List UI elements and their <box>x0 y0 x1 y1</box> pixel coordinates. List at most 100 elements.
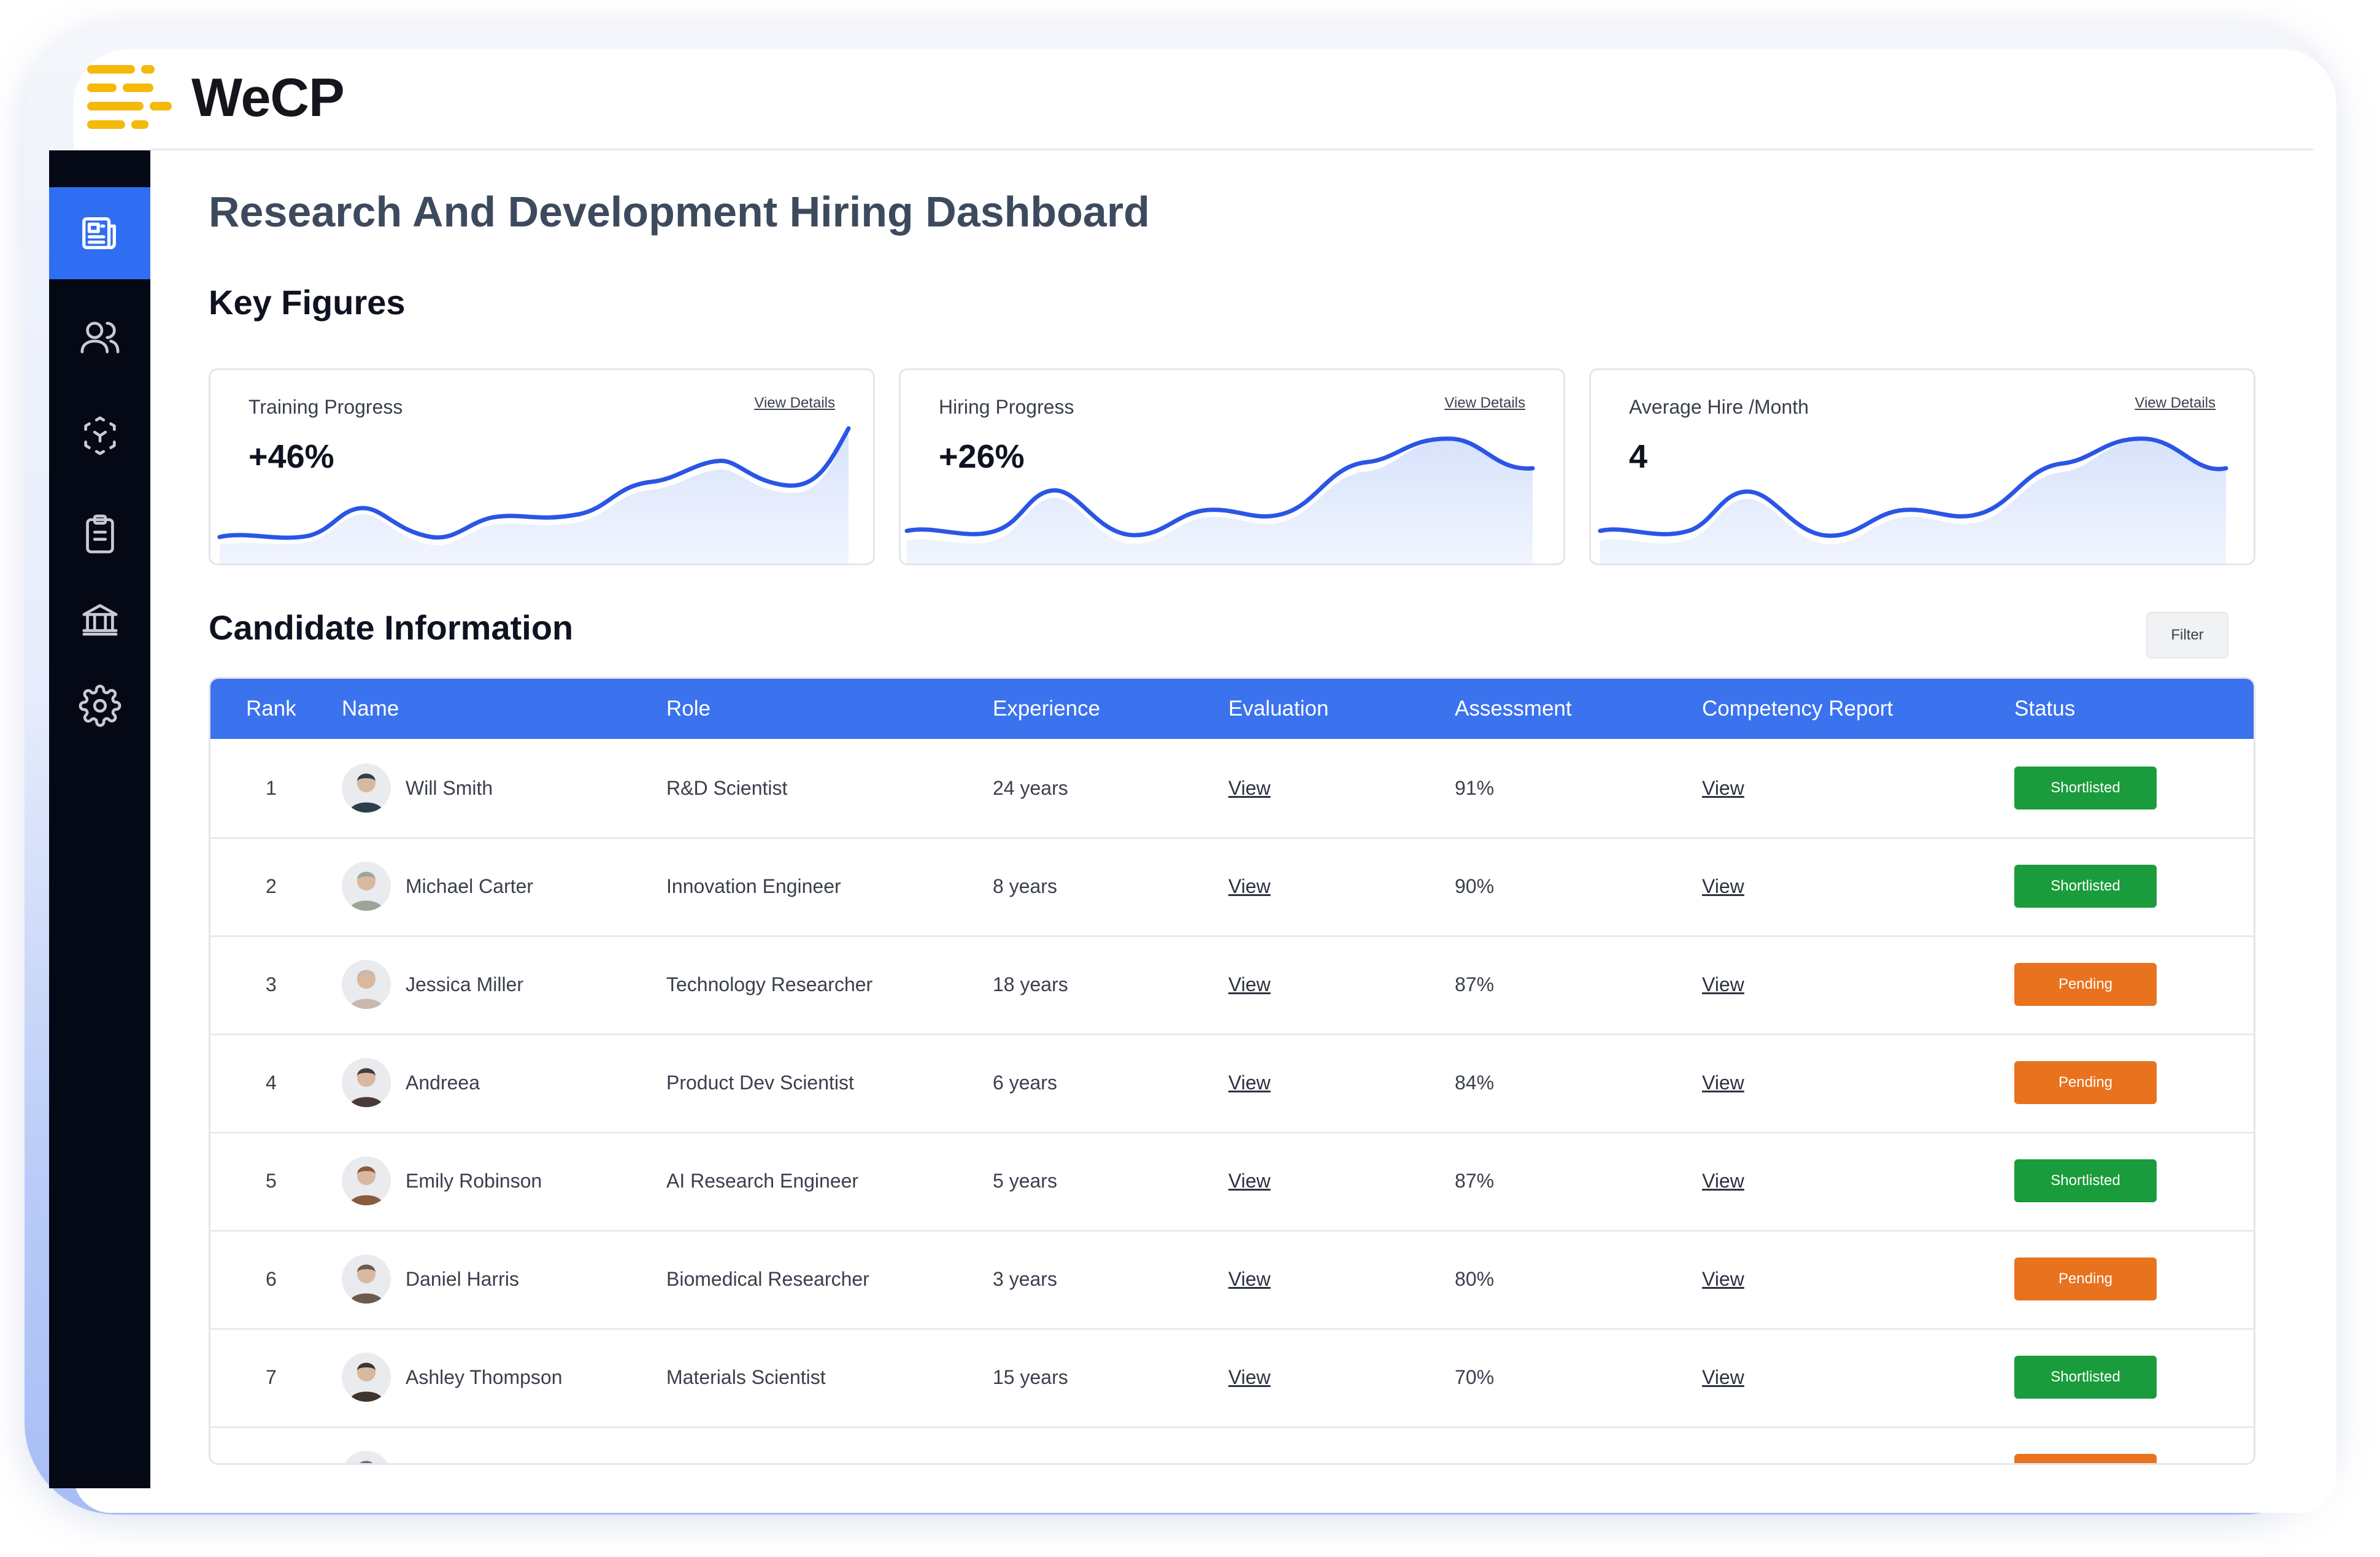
evaluation-link[interactable]: View <box>1228 1268 1271 1290</box>
competency-report-link[interactable]: View <box>1702 1170 1744 1192</box>
role-cell: Biomedical Researcher <box>666 1268 869 1290</box>
key-figures-heading: Key Figures <box>209 283 406 322</box>
assessment-cell: 87% <box>1455 973 1495 995</box>
table-row[interactable]: 1 Will Smith R&D Scientist 24 years View 91% V… <box>210 739 2254 839</box>
avatar <box>342 1156 391 1205</box>
role-cell: Innovation Engineer <box>666 875 841 897</box>
table-row[interactable]: 2 Michael Carter Innovation Engineer 8 year… <box>210 837 2254 937</box>
sidebar-item-organization[interactable] <box>49 574 150 666</box>
experience-cell: 8 years <box>993 875 1057 897</box>
column-header-experience[interactable]: Experience <box>993 697 1101 721</box>
table-row[interactable]: 5 Emily Robinson AI Research Engineer 5 yea… <box>210 1132 2254 1232</box>
view-details-link[interactable]: View Details <box>754 395 835 411</box>
status-badge: Pending <box>2014 963 2157 1006</box>
evaluation-link[interactable]: View <box>1228 875 1271 897</box>
role-cell: Technology Researcher <box>666 973 873 995</box>
experience-cell: 18 years <box>993 973 1068 995</box>
rank-cell: 1 <box>266 777 277 799</box>
column-header-competency-report[interactable]: Competency Report <box>1702 697 1893 721</box>
evaluation-link[interactable]: View <box>1228 1366 1271 1388</box>
main-content: Research And Development Hiring Dashboar… <box>209 150 2255 1465</box>
status-badge: Shortlisted <box>2014 1159 2157 1202</box>
avatar <box>342 763 391 813</box>
name-cell: Andreea <box>406 1072 480 1094</box>
sidebar-item-users[interactable] <box>49 292 150 384</box>
assessment-cell: 70% <box>1455 1366 1495 1388</box>
table-row[interactable]: 7 Ashley Thompson Materials Scientist 15 ye… <box>210 1328 2254 1428</box>
status-badge <box>2014 1454 2157 1463</box>
competency-report-link[interactable]: View <box>1702 1366 1744 1388</box>
candidate-table: Rank Name Role Experience Evaluation Ass… <box>209 677 2255 1465</box>
name-cell: Daniel Harris <box>406 1268 519 1290</box>
average-hire-card: Average Hire /Month View Details 4 <box>1589 368 2255 565</box>
assessment-cell: 87% <box>1455 1170 1495 1192</box>
column-header-role[interactable]: Role <box>666 697 711 721</box>
avatar <box>342 1451 391 1463</box>
brand-logo[interactable]: WeCP <box>87 65 345 130</box>
table-row[interactable]: 4 Andreea Product Dev Scientist 6 years View… <box>210 1033 2254 1134</box>
avatar <box>342 1254 391 1304</box>
card-label: Average Hire /Month <box>1629 396 1809 418</box>
name-cell: Ashley Thompson <box>406 1366 563 1388</box>
experience-cell: 15 years <box>993 1366 1068 1388</box>
brand-name: WeCP <box>191 67 345 128</box>
table-row[interactable]: 8 <box>210 1426 2254 1463</box>
name-cell: Emily Robinson <box>406 1170 542 1192</box>
competency-report-link[interactable]: View <box>1702 1268 1744 1290</box>
competency-report-link[interactable]: View <box>1702 777 1744 799</box>
rank-cell: 7 <box>266 1366 277 1388</box>
newspaper-icon <box>82 217 116 249</box>
name-cell: Michael Carter <box>406 875 534 897</box>
card-label: Hiring Progress <box>939 396 1074 418</box>
sidebar-item-dashboard[interactable] <box>49 187 150 279</box>
view-details-link[interactable]: View Details <box>1444 395 1525 411</box>
card-label: Training Progress <box>248 396 403 418</box>
rank-cell: 3 <box>266 973 277 995</box>
rank-cell: 8 <box>266 1426 277 1463</box>
bank-icon <box>82 604 118 636</box>
status-badge: Shortlisted <box>2014 767 2157 809</box>
status-badge: Shortlisted <box>2014 1356 2157 1399</box>
cube-icon <box>83 416 116 455</box>
sidebar <box>49 150 150 1488</box>
status-badge: Shortlisted <box>2014 865 2157 908</box>
clipboard-icon <box>85 514 114 554</box>
column-header-status[interactable]: Status <box>2014 697 2076 721</box>
header-divider <box>150 149 2313 150</box>
sidebar-item-reports[interactable] <box>49 488 150 580</box>
view-details-link[interactable]: View Details <box>2135 395 2216 411</box>
role-cell: AI Research Engineer <box>666 1170 859 1192</box>
status-badge: Pending <box>2014 1258 2157 1300</box>
status-badge: Pending <box>2014 1061 2157 1104</box>
assessment-cell: 90% <box>1455 875 1495 897</box>
training-progress-card: Training Progress View Details +46% <box>209 368 875 565</box>
competency-report-link[interactable]: View <box>1702 973 1744 995</box>
name-cell: Jessica Miller <box>406 973 524 995</box>
filter-button[interactable]: Filter <box>2146 612 2228 659</box>
name-cell: Will Smith <box>406 777 493 799</box>
assessment-cell: 84% <box>1455 1072 1495 1094</box>
table-row[interactable]: 3 Jessica Miller Technology Researcher 18 y… <box>210 935 2254 1035</box>
competency-report-link[interactable]: View <box>1702 1072 1744 1094</box>
competency-report-link[interactable]: View <box>1702 875 1744 897</box>
table-row[interactable]: 6 Daniel Harris Biomedical Researcher 3 yea… <box>210 1230 2254 1330</box>
evaluation-link[interactable]: View <box>1228 1170 1271 1192</box>
evaluation-link[interactable]: View <box>1228 1072 1271 1094</box>
column-header-evaluation[interactable]: Evaluation <box>1228 697 1329 721</box>
training-sparkline <box>217 426 851 563</box>
role-cell: Product Dev Scientist <box>666 1072 854 1094</box>
hiring-progress-card: Hiring Progress View Details +26% <box>899 368 1565 565</box>
users-icon <box>80 322 119 354</box>
page-title: Research And Development Hiring Dashboar… <box>209 188 1150 236</box>
rank-cell: 2 <box>266 875 277 897</box>
sidebar-item-settings[interactable] <box>49 660 150 752</box>
evaluation-link[interactable]: View <box>1228 777 1271 799</box>
avatar <box>342 1353 391 1402</box>
column-header-rank[interactable]: Rank <box>246 697 296 721</box>
column-header-name[interactable]: Name <box>342 697 399 721</box>
column-header-assessment[interactable]: Assessment <box>1455 697 1572 721</box>
experience-cell: 6 years <box>993 1072 1057 1094</box>
rank-cell: 5 <box>266 1170 277 1192</box>
evaluation-link[interactable]: View <box>1228 973 1271 995</box>
sidebar-item-assessments[interactable] <box>49 390 150 482</box>
